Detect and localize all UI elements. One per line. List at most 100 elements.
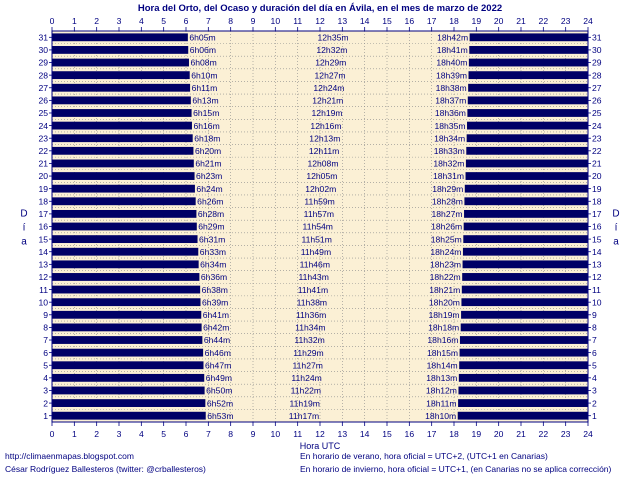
day-tick-label-left: 11 bbox=[39, 285, 48, 295]
night-bar-evening bbox=[464, 197, 588, 206]
x-tick-label-bottom: 18 bbox=[449, 429, 459, 439]
sunset-label: 18h37m bbox=[435, 96, 466, 106]
night-bar-evening bbox=[466, 146, 588, 155]
noon-label: 12h02m bbox=[305, 184, 336, 194]
day-tick-label-right: 18 bbox=[592, 196, 602, 206]
x-tick-label-top: 5 bbox=[161, 16, 166, 26]
noon-label: 11h46m bbox=[300, 260, 330, 270]
day-tick-label-left: 4 bbox=[43, 373, 48, 383]
footer-winter-note: En horario de invierno, hora oficial = U… bbox=[300, 464, 612, 474]
night-bar-morning bbox=[52, 411, 206, 420]
night-bar-evening bbox=[462, 247, 588, 256]
night-bar-morning bbox=[52, 83, 191, 92]
x-tick-label-top: 6 bbox=[184, 16, 189, 26]
x-tick-label-bottom: 23 bbox=[561, 429, 571, 439]
sunset-label: 18h24m bbox=[430, 247, 461, 257]
x-tick-label-top: 7 bbox=[206, 16, 211, 26]
day-tick-label-right: 9 bbox=[592, 310, 597, 320]
night-bar-evening bbox=[463, 222, 588, 231]
sunrise-label: 6h24m bbox=[196, 184, 222, 194]
x-tick-label-bottom: 11 bbox=[293, 429, 302, 439]
x-tick-label-bottom: 8 bbox=[228, 429, 233, 439]
noon-label: 12h27m bbox=[315, 70, 346, 80]
sunrise-label: 6h34m bbox=[200, 260, 226, 270]
x-tick-label-bottom: 14 bbox=[360, 429, 370, 439]
sunset-label: 18h28m bbox=[432, 196, 463, 206]
sunrise-label: 6h49m bbox=[206, 373, 232, 383]
day-tick-label-right: 24 bbox=[592, 121, 602, 131]
sunset-label: 18h22m bbox=[430, 272, 461, 282]
day-tick-label-right: 5 bbox=[592, 360, 597, 370]
x-tick-label-bottom: 9 bbox=[251, 429, 256, 439]
day-tick-label-left: 27 bbox=[38, 83, 48, 93]
day-tick-label-left: 18 bbox=[38, 196, 48, 206]
night-bar-morning bbox=[52, 58, 189, 67]
night-bar-morning bbox=[52, 46, 189, 54]
x-tick-label-bottom: 1 bbox=[72, 429, 77, 439]
noon-label: 11h17m bbox=[289, 411, 319, 421]
x-tick-label-bottom: 6 bbox=[184, 429, 189, 439]
noon-label: 11h43m bbox=[298, 272, 328, 282]
noon-label: 12h29m bbox=[315, 58, 346, 68]
night-bar-morning bbox=[52, 247, 199, 256]
x-tick-label-bottom: 16 bbox=[405, 429, 415, 439]
noon-label: 12h19m bbox=[312, 108, 343, 118]
x-tick-label-top: 1 bbox=[72, 16, 77, 26]
x-tick-label-top: 17 bbox=[427, 16, 437, 26]
sunset-label: 18h13m bbox=[426, 373, 457, 383]
day-tick-label-right: 31 bbox=[592, 33, 602, 43]
noon-label: 11h22m bbox=[291, 386, 321, 396]
sunset-label: 18h10m bbox=[425, 411, 456, 421]
sunrise-label: 6h44m bbox=[204, 335, 230, 345]
day-tick-label-right: 21 bbox=[592, 159, 602, 169]
sunset-label: 18h34m bbox=[434, 133, 465, 143]
day-tick-label-right: 2 bbox=[592, 398, 597, 408]
sunrise-label: 6h13m bbox=[192, 96, 218, 106]
x-tick-label-top: 14 bbox=[360, 16, 370, 26]
sunset-label: 18h12m bbox=[426, 386, 457, 396]
sunset-label: 18h32m bbox=[433, 159, 464, 169]
sunset-label: 18h15m bbox=[427, 348, 458, 358]
sunrise-label: 6h31m bbox=[199, 234, 225, 244]
sunset-label: 18h25m bbox=[431, 234, 462, 244]
sunrise-label: 6h28m bbox=[198, 209, 224, 219]
sunset-label: 18h38m bbox=[436, 83, 467, 93]
day-tick-label-right: 25 bbox=[592, 108, 602, 118]
night-bar-evening bbox=[462, 260, 588, 269]
footer-blog-link[interactable]: http://climaenmapas.blogspot.com bbox=[5, 451, 134, 461]
day-tick-label-left: 20 bbox=[38, 171, 48, 181]
noon-label: 11h19m bbox=[290, 398, 320, 408]
night-bar-morning bbox=[52, 310, 202, 319]
night-bar-evening bbox=[463, 235, 588, 244]
sunrise-label: 6h11m bbox=[192, 83, 218, 93]
day-tick-label-right: 6 bbox=[592, 348, 597, 358]
x-tick-label-top: 22 bbox=[539, 16, 549, 26]
sunrise-label: 6h10m bbox=[191, 70, 217, 80]
night-bar-evening bbox=[461, 285, 588, 294]
day-tick-label-right: 7 bbox=[592, 335, 597, 345]
noon-label: 11h57m bbox=[304, 209, 334, 219]
noon-label: 11h38m bbox=[297, 297, 327, 307]
noon-label: 11h59m bbox=[304, 196, 334, 206]
day-tick-label-left: 25 bbox=[38, 108, 48, 118]
sunrise-label: 6h47m bbox=[205, 360, 231, 370]
noon-label: 11h36m bbox=[296, 310, 326, 320]
x-tick-label-top: 19 bbox=[472, 16, 482, 26]
x-tick-label-bottom: 7 bbox=[206, 429, 211, 439]
sunset-label: 18h33m bbox=[434, 146, 465, 156]
noon-label: 11h32m bbox=[294, 335, 324, 345]
night-bar-morning bbox=[52, 121, 192, 130]
sunrise-label: 6h53m bbox=[207, 411, 233, 421]
sunset-label: 18h21m bbox=[429, 285, 460, 295]
night-bar-evening bbox=[459, 348, 588, 357]
day-tick-label-right: 26 bbox=[592, 96, 602, 106]
day-tick-label-left: 24 bbox=[38, 121, 48, 131]
day-tick-label-right: 29 bbox=[592, 58, 602, 68]
night-bar-morning bbox=[52, 386, 205, 395]
x-tick-label-bottom: 2 bbox=[94, 429, 99, 439]
night-bar-evening bbox=[460, 323, 588, 332]
night-bar-evening bbox=[467, 109, 588, 117]
night-bar-morning bbox=[52, 71, 190, 80]
